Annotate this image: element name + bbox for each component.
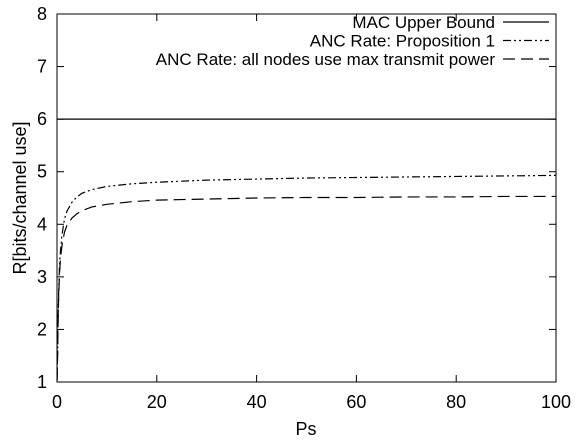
series-line-3	[56, 195, 556, 381]
y-tick-label: 1	[37, 372, 47, 392]
legend-label-2: ANC Rate: Proposition 1	[310, 32, 495, 51]
legend-label-1: MAC Upper Bound	[352, 13, 495, 32]
y-tick-label: 5	[37, 162, 47, 182]
y-tick-label: 3	[37, 267, 47, 287]
x-tick-label: 60	[346, 392, 366, 412]
series-lines	[56, 118, 557, 381]
x-tick-label: 40	[247, 392, 267, 412]
y-tick-label: 8	[37, 4, 47, 24]
y-axis-title: R[bits/channel use]	[10, 121, 30, 274]
series-line-2	[56, 174, 557, 381]
y-tick-label: 6	[37, 109, 47, 129]
x-tick-label: 20	[147, 392, 167, 412]
legend-label-3: ANC Rate: all nodes use max transmit pow…	[156, 50, 496, 69]
y-tick-label: 4	[37, 214, 47, 234]
x-tick-label: 100	[541, 392, 571, 412]
axis-ticks: 0 20 40 60 80 100 1 2 3 4 5 6 7 8	[37, 4, 571, 412]
plot-area	[56, 13, 557, 383]
x-tick-label: 0	[52, 392, 62, 412]
x-axis-title: Ps	[295, 419, 316, 439]
y-tick-label: 7	[37, 57, 47, 77]
x-tick-label: 80	[446, 392, 466, 412]
y-tick-label: 2	[37, 319, 47, 339]
plot-frame	[56, 13, 557, 383]
